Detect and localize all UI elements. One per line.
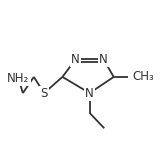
Text: N: N	[99, 53, 108, 66]
Text: CH₃: CH₃	[132, 70, 154, 83]
Text: N: N	[71, 53, 80, 66]
Text: N: N	[85, 87, 94, 100]
Text: NH₂: NH₂	[7, 72, 30, 85]
Text: S: S	[40, 87, 48, 100]
